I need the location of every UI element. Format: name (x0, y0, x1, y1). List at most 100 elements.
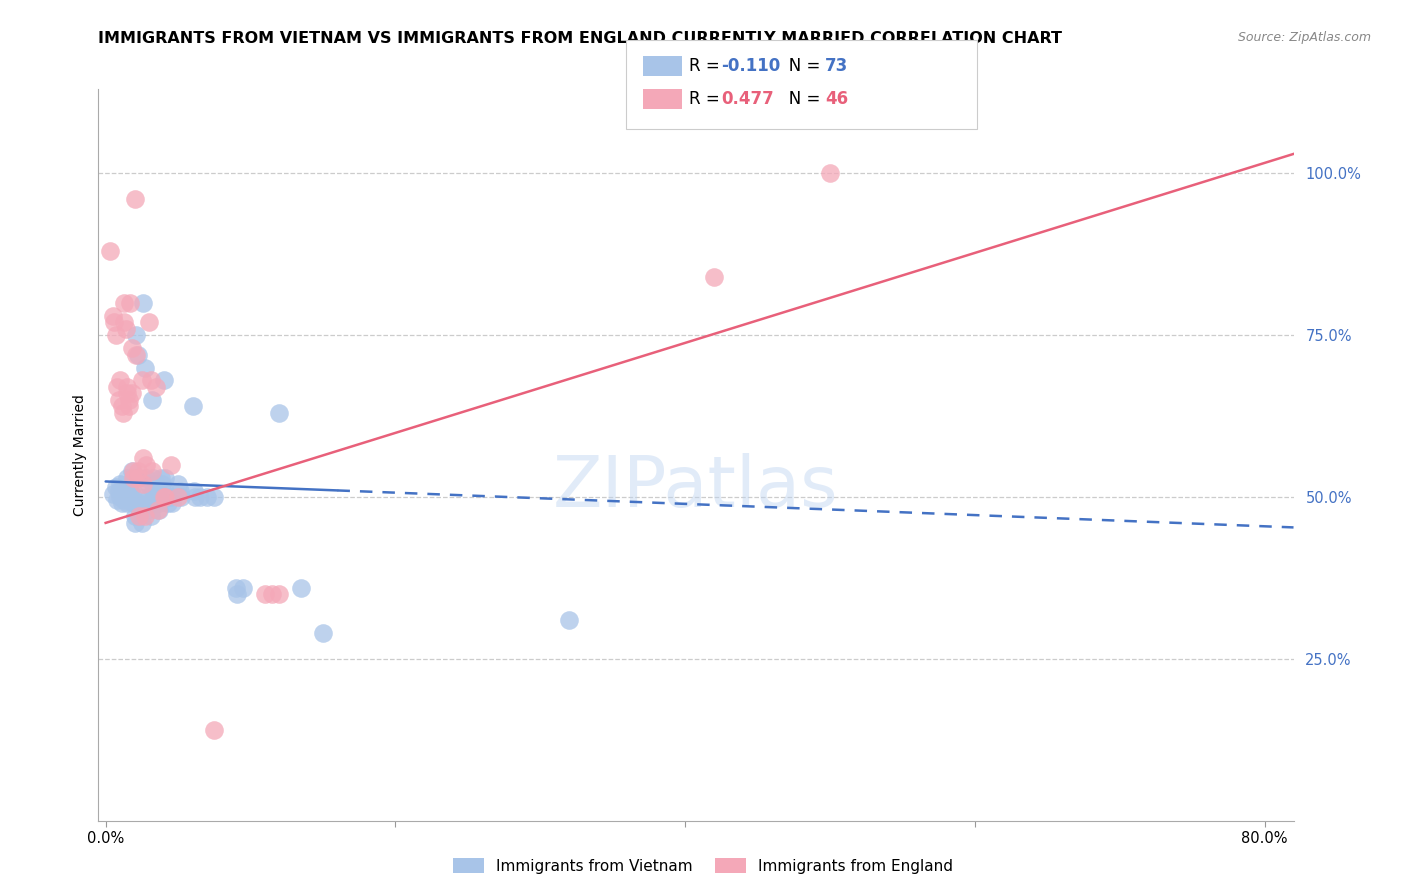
Point (162, 496, 184, 510)
Point (118, 392, 141, 407)
Point (122, 493, 145, 508)
Point (225, 581, 247, 595)
Point (253, 587, 276, 601)
Point (108, 477, 131, 491)
Point (108, 374, 131, 388)
Point (117, 470, 139, 484)
Point (117, 496, 139, 510)
Point (124, 192, 146, 206)
Point (139, 509, 162, 524)
Point (129, 503, 152, 517)
Point (118, 400, 141, 414)
Point (262, 587, 284, 601)
Point (125, 328, 148, 343)
Point (188, 490, 211, 504)
Point (290, 581, 312, 595)
Point (128, 509, 150, 524)
Point (148, 503, 170, 517)
Point (181, 400, 204, 414)
Point (107, 392, 129, 407)
Point (112, 406, 135, 420)
Point (146, 503, 169, 517)
Point (152, 490, 174, 504)
Point (153, 490, 176, 504)
Point (269, 587, 291, 601)
Point (125, 348, 148, 362)
Text: -0.110: -0.110 (721, 57, 780, 75)
Point (135, 458, 157, 472)
Point (136, 477, 159, 491)
Point (131, 516, 153, 530)
Point (134, 509, 156, 524)
Point (142, 483, 165, 498)
Point (141, 464, 163, 478)
Point (134, 360, 156, 375)
Point (120, 295, 142, 310)
Point (121, 487, 143, 501)
Point (128, 490, 150, 504)
Text: IMMIGRANTS FROM VIETNAM VS IMMIGRANTS FROM ENGLAND CURRENTLY MARRIED CORRELATION: IMMIGRANTS FROM VIETNAM VS IMMIGRANTS FR… (98, 31, 1063, 46)
Y-axis label: Currently Married: Currently Married (73, 394, 87, 516)
Text: 0.477: 0.477 (721, 90, 775, 108)
Point (269, 406, 291, 420)
Point (132, 451, 155, 466)
Text: N =: N = (773, 57, 825, 75)
Point (128, 496, 150, 510)
Point (226, 587, 249, 601)
Point (104, 480, 127, 494)
Point (155, 490, 177, 504)
Point (107, 483, 129, 498)
Point (114, 315, 136, 329)
Point (312, 626, 335, 640)
Point (114, 295, 136, 310)
Point (148, 496, 170, 510)
Point (160, 458, 183, 472)
Point (112, 487, 135, 501)
Point (142, 470, 165, 484)
Point (127, 464, 149, 478)
Point (115, 321, 138, 335)
Point (110, 400, 132, 414)
Point (129, 509, 152, 524)
Point (105, 380, 128, 394)
Point (139, 374, 162, 388)
Legend: Immigrants from Vietnam, Immigrants from England: Immigrants from Vietnam, Immigrants from… (447, 852, 959, 880)
Point (103, 315, 125, 329)
Point (117, 380, 139, 394)
Point (703, 269, 725, 284)
Text: N =: N = (773, 90, 825, 108)
Point (146, 483, 169, 498)
Point (127, 470, 149, 484)
Point (169, 483, 191, 498)
Text: ZIPatlas: ZIPatlas (553, 453, 839, 523)
Point (558, 613, 581, 627)
Point (195, 490, 218, 504)
Point (153, 483, 176, 498)
Point (135, 470, 157, 484)
Point (110, 496, 132, 510)
Point (143, 496, 166, 510)
Point (152, 374, 174, 388)
Point (127, 348, 149, 362)
Point (170, 490, 193, 504)
Point (167, 490, 190, 504)
Point (145, 477, 167, 491)
Point (146, 490, 169, 504)
Point (122, 496, 145, 510)
Point (139, 503, 162, 517)
Text: 73: 73 (825, 57, 849, 75)
Point (117, 490, 139, 504)
Point (127, 470, 149, 484)
Point (105, 493, 128, 508)
Point (141, 392, 163, 407)
Point (122, 470, 145, 484)
Point (122, 464, 145, 478)
Text: Source: ZipAtlas.com: Source: ZipAtlas.com (1237, 31, 1371, 45)
Point (98, 244, 121, 258)
Point (114, 493, 136, 508)
Point (131, 374, 153, 388)
Point (156, 496, 179, 510)
Point (160, 490, 183, 504)
Point (132, 477, 155, 491)
Point (121, 386, 143, 401)
